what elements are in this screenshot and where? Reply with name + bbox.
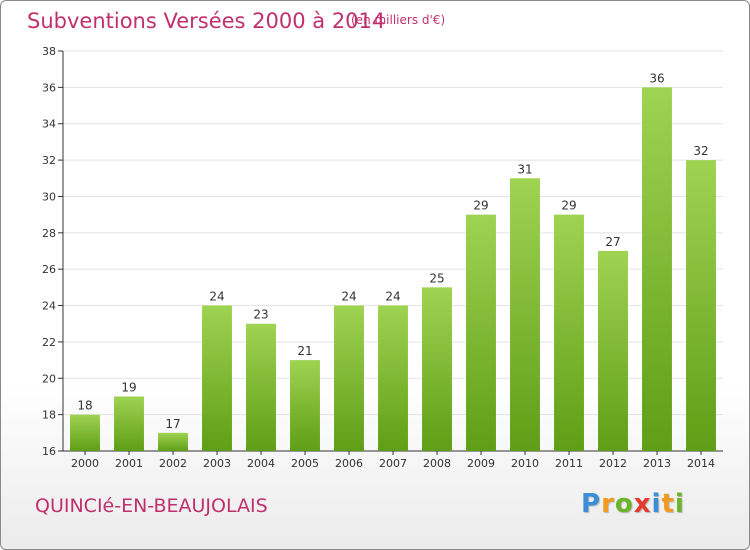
bar (202, 305, 232, 451)
x-tick-label: 2000 (71, 457, 99, 470)
y-tick-label: 24 (42, 300, 56, 313)
logo-letter: o (614, 489, 634, 519)
x-tick-label: 2010 (511, 457, 539, 470)
bar (290, 360, 320, 451)
x-tick-label: 2005 (291, 457, 319, 470)
y-tick-label: 38 (42, 45, 56, 58)
bar (334, 305, 364, 451)
y-tick-label: 34 (42, 118, 56, 131)
y-tick-label: 32 (42, 154, 56, 167)
x-tick-label: 2004 (247, 457, 275, 470)
x-tick-label: 2014 (687, 457, 715, 470)
data-label: 31 (517, 162, 532, 176)
place-name: QUINCIé-EN-BEAUJOLAIS (35, 495, 268, 517)
y-tick-label: 18 (42, 409, 56, 422)
y-tick-label: 36 (42, 81, 56, 94)
x-tick-label: 2009 (467, 457, 495, 470)
data-label: 21 (297, 344, 312, 358)
x-tick-label: 2011 (555, 457, 583, 470)
chart-title: Subventions Versées 2000 à 2014 (27, 9, 386, 33)
y-tick-label: 26 (42, 263, 56, 276)
y-tick-label: 22 (42, 336, 56, 349)
x-tick-label: 2007 (379, 457, 407, 470)
data-label: 29 (473, 199, 488, 213)
logo-letter: P (581, 489, 602, 519)
logo-letter: i (651, 489, 662, 519)
bar (642, 87, 672, 451)
data-label: 27 (605, 235, 620, 249)
logo-letter: i (674, 489, 685, 519)
bar (598, 251, 628, 451)
data-label: 24 (341, 290, 356, 304)
logo-letter: r (601, 489, 615, 519)
data-label: 36 (649, 71, 664, 85)
data-label: 24 (209, 290, 224, 304)
x-tick-label: 2008 (423, 457, 451, 470)
y-tick-label: 28 (42, 227, 56, 240)
x-tick-label: 2006 (335, 457, 363, 470)
data-label: 19 (121, 380, 136, 394)
y-tick-label: 30 (42, 190, 56, 203)
data-label: 18 (77, 399, 92, 413)
x-tick-label: 2001 (115, 457, 143, 470)
bar (158, 432, 188, 451)
bar (246, 323, 276, 451)
bar (70, 414, 100, 451)
bar (686, 160, 716, 451)
unit-note: (en milliers d'€) (351, 13, 446, 27)
x-tick-label: 2002 (159, 457, 187, 470)
bar (378, 305, 408, 451)
bar (510, 178, 540, 452)
bar (554, 214, 584, 451)
x-tick-label: 2013 (643, 457, 671, 470)
data-label: 24 (385, 290, 400, 304)
proxiti-logo: Proxiti (581, 489, 685, 519)
bar (114, 396, 144, 451)
bar (422, 287, 452, 451)
y-tick-label: 20 (42, 372, 56, 385)
logo-letter: x (633, 489, 652, 519)
x-tick-label: 2003 (203, 457, 231, 470)
x-tick-label: 2012 (599, 457, 627, 470)
data-label: 25 (429, 271, 444, 285)
bar (466, 214, 496, 451)
data-label: 17 (165, 417, 180, 431)
data-label: 23 (253, 308, 268, 322)
y-tick-label: 16 (42, 445, 56, 458)
data-label: 32 (693, 144, 708, 158)
logo-letter: t (661, 489, 675, 519)
data-label: 29 (561, 199, 576, 213)
